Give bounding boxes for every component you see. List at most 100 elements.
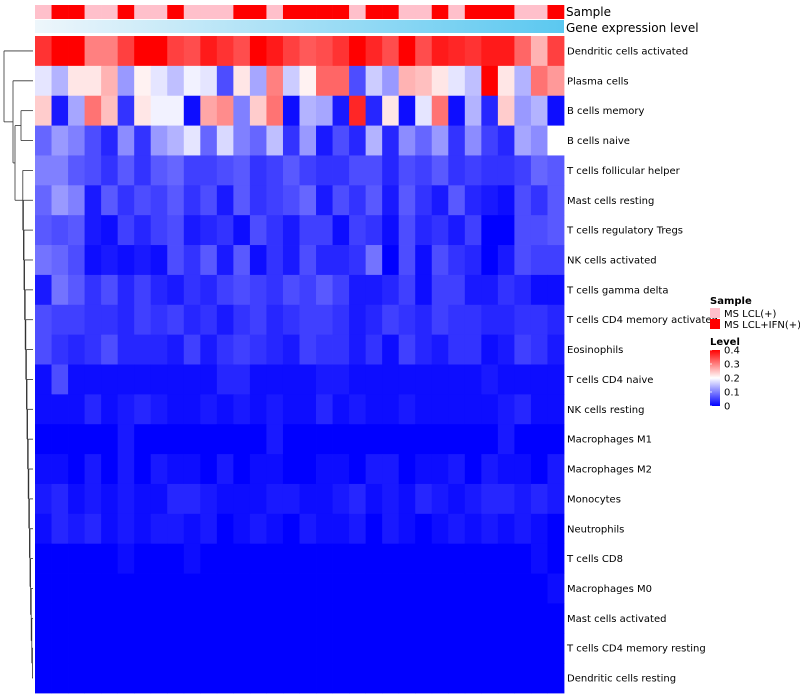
heatmap-cell bbox=[134, 424, 152, 455]
heatmap-cell bbox=[200, 125, 218, 156]
heatmap-cell bbox=[68, 215, 85, 246]
heatmap-cell bbox=[117, 36, 135, 67]
heatmap-cell bbox=[530, 125, 548, 156]
sample-annotation-cell bbox=[382, 5, 399, 19]
heatmap-cell bbox=[398, 65, 416, 97]
heatmap-cell bbox=[233, 215, 251, 246]
heatmap-cell bbox=[68, 95, 85, 126]
heatmap-cell bbox=[101, 185, 119, 216]
heatmap-cell bbox=[332, 454, 350, 485]
heatmap-cell bbox=[134, 513, 152, 545]
heatmap-cell bbox=[431, 573, 449, 604]
row-label: Eosinophils bbox=[567, 345, 623, 356]
heatmap-cell bbox=[200, 155, 218, 186]
heatmap-cell bbox=[382, 513, 400, 545]
heatmap-cell bbox=[365, 633, 383, 664]
heatmap-cell bbox=[365, 155, 383, 186]
heatmap-cell bbox=[150, 424, 168, 455]
heatmap-cell bbox=[497, 633, 515, 664]
heatmap-cell bbox=[530, 65, 548, 97]
heatmap-cell bbox=[282, 543, 300, 574]
heatmap-cell bbox=[51, 274, 69, 306]
heatmap-cell bbox=[117, 125, 135, 156]
heatmap-cell bbox=[431, 454, 449, 485]
heatmap-cell bbox=[547, 633, 565, 664]
heatmap-cell bbox=[150, 215, 168, 246]
heatmap-cell bbox=[35, 274, 52, 306]
row-label: T cells CD8 bbox=[566, 554, 623, 565]
heatmap-cell bbox=[530, 454, 548, 485]
heatmap-cell bbox=[514, 364, 532, 395]
heatmap-cell bbox=[481, 663, 499, 694]
heatmap-cell bbox=[167, 185, 185, 216]
heatmap-cell bbox=[117, 663, 135, 694]
heatmap-cell bbox=[365, 424, 383, 455]
heatmap-cell bbox=[299, 334, 317, 365]
heatmap-cell bbox=[365, 215, 383, 246]
heatmap-cell bbox=[150, 454, 168, 485]
heatmap-cell bbox=[117, 513, 135, 545]
heatmap-cell bbox=[68, 573, 85, 604]
heatmap-cell bbox=[398, 573, 416, 604]
heatmap-cell bbox=[514, 573, 532, 604]
sample-annotation-cell bbox=[464, 5, 482, 19]
heatmap-cell bbox=[448, 543, 466, 574]
heatmap-cell bbox=[282, 424, 300, 455]
heatmap-cell bbox=[448, 573, 466, 604]
heatmap-cell bbox=[35, 36, 52, 67]
heatmap-cell bbox=[282, 65, 300, 97]
row-label: Plasma cells bbox=[567, 76, 629, 87]
heatmap-cell bbox=[547, 394, 565, 425]
heatmap-cell bbox=[150, 95, 168, 126]
heatmap-cell bbox=[398, 215, 416, 246]
sample-legend: Sample MS LCL(+) MS LCL+IFN(+) bbox=[710, 296, 800, 331]
heatmap-cell bbox=[117, 155, 135, 186]
row-label: Macrophages M0 bbox=[567, 584, 652, 595]
heatmap-cell bbox=[68, 633, 85, 664]
heatmap-cell bbox=[68, 245, 85, 276]
heatmap-cell bbox=[547, 483, 565, 515]
heatmap-cell bbox=[216, 424, 234, 455]
heatmap-cell bbox=[134, 633, 152, 664]
heatmap-cell bbox=[316, 36, 333, 67]
heatmap-cell bbox=[150, 573, 168, 604]
heatmap-cell bbox=[299, 394, 317, 425]
heatmap-cell bbox=[68, 513, 85, 545]
heatmap-cell bbox=[299, 483, 317, 515]
heatmap-cell bbox=[249, 424, 267, 455]
heatmap-cell bbox=[84, 573, 102, 604]
heatmap-cell bbox=[51, 125, 69, 156]
heatmap-cell bbox=[249, 454, 267, 485]
sample-annotation-cell bbox=[200, 5, 218, 19]
heatmap-cell bbox=[398, 513, 416, 545]
heatmap-cell bbox=[398, 304, 416, 336]
heatmap-cell bbox=[514, 155, 532, 186]
heatmap-cell bbox=[332, 245, 350, 276]
heatmap-cell bbox=[530, 573, 548, 604]
heatmap-cell bbox=[35, 394, 52, 425]
heatmap-cell bbox=[233, 155, 251, 186]
heatmap-cell bbox=[332, 185, 350, 216]
heatmap-cell bbox=[530, 663, 548, 694]
heatmap-cell bbox=[464, 95, 482, 126]
heatmap-cell bbox=[216, 65, 234, 97]
heatmap-cell bbox=[200, 603, 218, 634]
heatmap-cell bbox=[51, 185, 69, 216]
heatmap-cell bbox=[415, 424, 433, 455]
heatmap-cell bbox=[365, 454, 383, 485]
heatmap-cell bbox=[299, 663, 317, 694]
heatmap-cell bbox=[530, 394, 548, 425]
heatmap-cell bbox=[547, 543, 565, 574]
heatmap-cell bbox=[464, 603, 482, 634]
heatmap-cell bbox=[101, 633, 119, 664]
heatmap-cell bbox=[266, 513, 284, 545]
heatmap-cell bbox=[365, 185, 383, 216]
heatmap-cell bbox=[117, 483, 135, 515]
heatmap-cell bbox=[481, 603, 499, 634]
heatmap-cell bbox=[233, 65, 251, 97]
heatmap-cell bbox=[233, 424, 251, 455]
heatmap-cell bbox=[249, 95, 267, 126]
heatmap-cell bbox=[249, 663, 267, 694]
heatmap-cell bbox=[382, 483, 400, 515]
heatmap-cell bbox=[299, 513, 317, 545]
